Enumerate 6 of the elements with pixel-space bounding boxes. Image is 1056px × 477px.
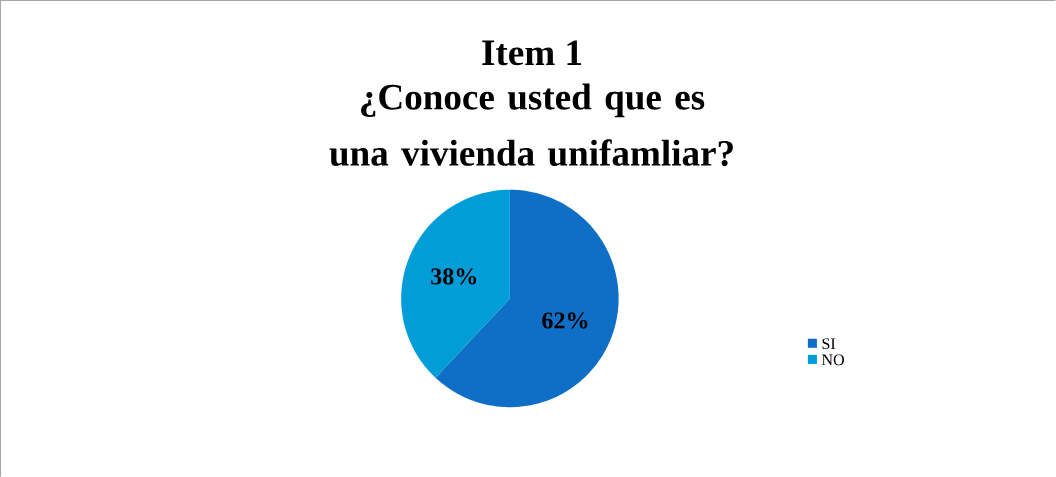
chart-subtitle: ¿Conoce usted que es una vivienda unifamliar? [329,83,733,166]
legend-label: NO [821,354,844,366]
data-label: 38% [431,268,477,285]
data-label: 62% [542,312,588,329]
chart-title: Item 1 [482,40,582,66]
legend-label: SI [822,338,836,350]
